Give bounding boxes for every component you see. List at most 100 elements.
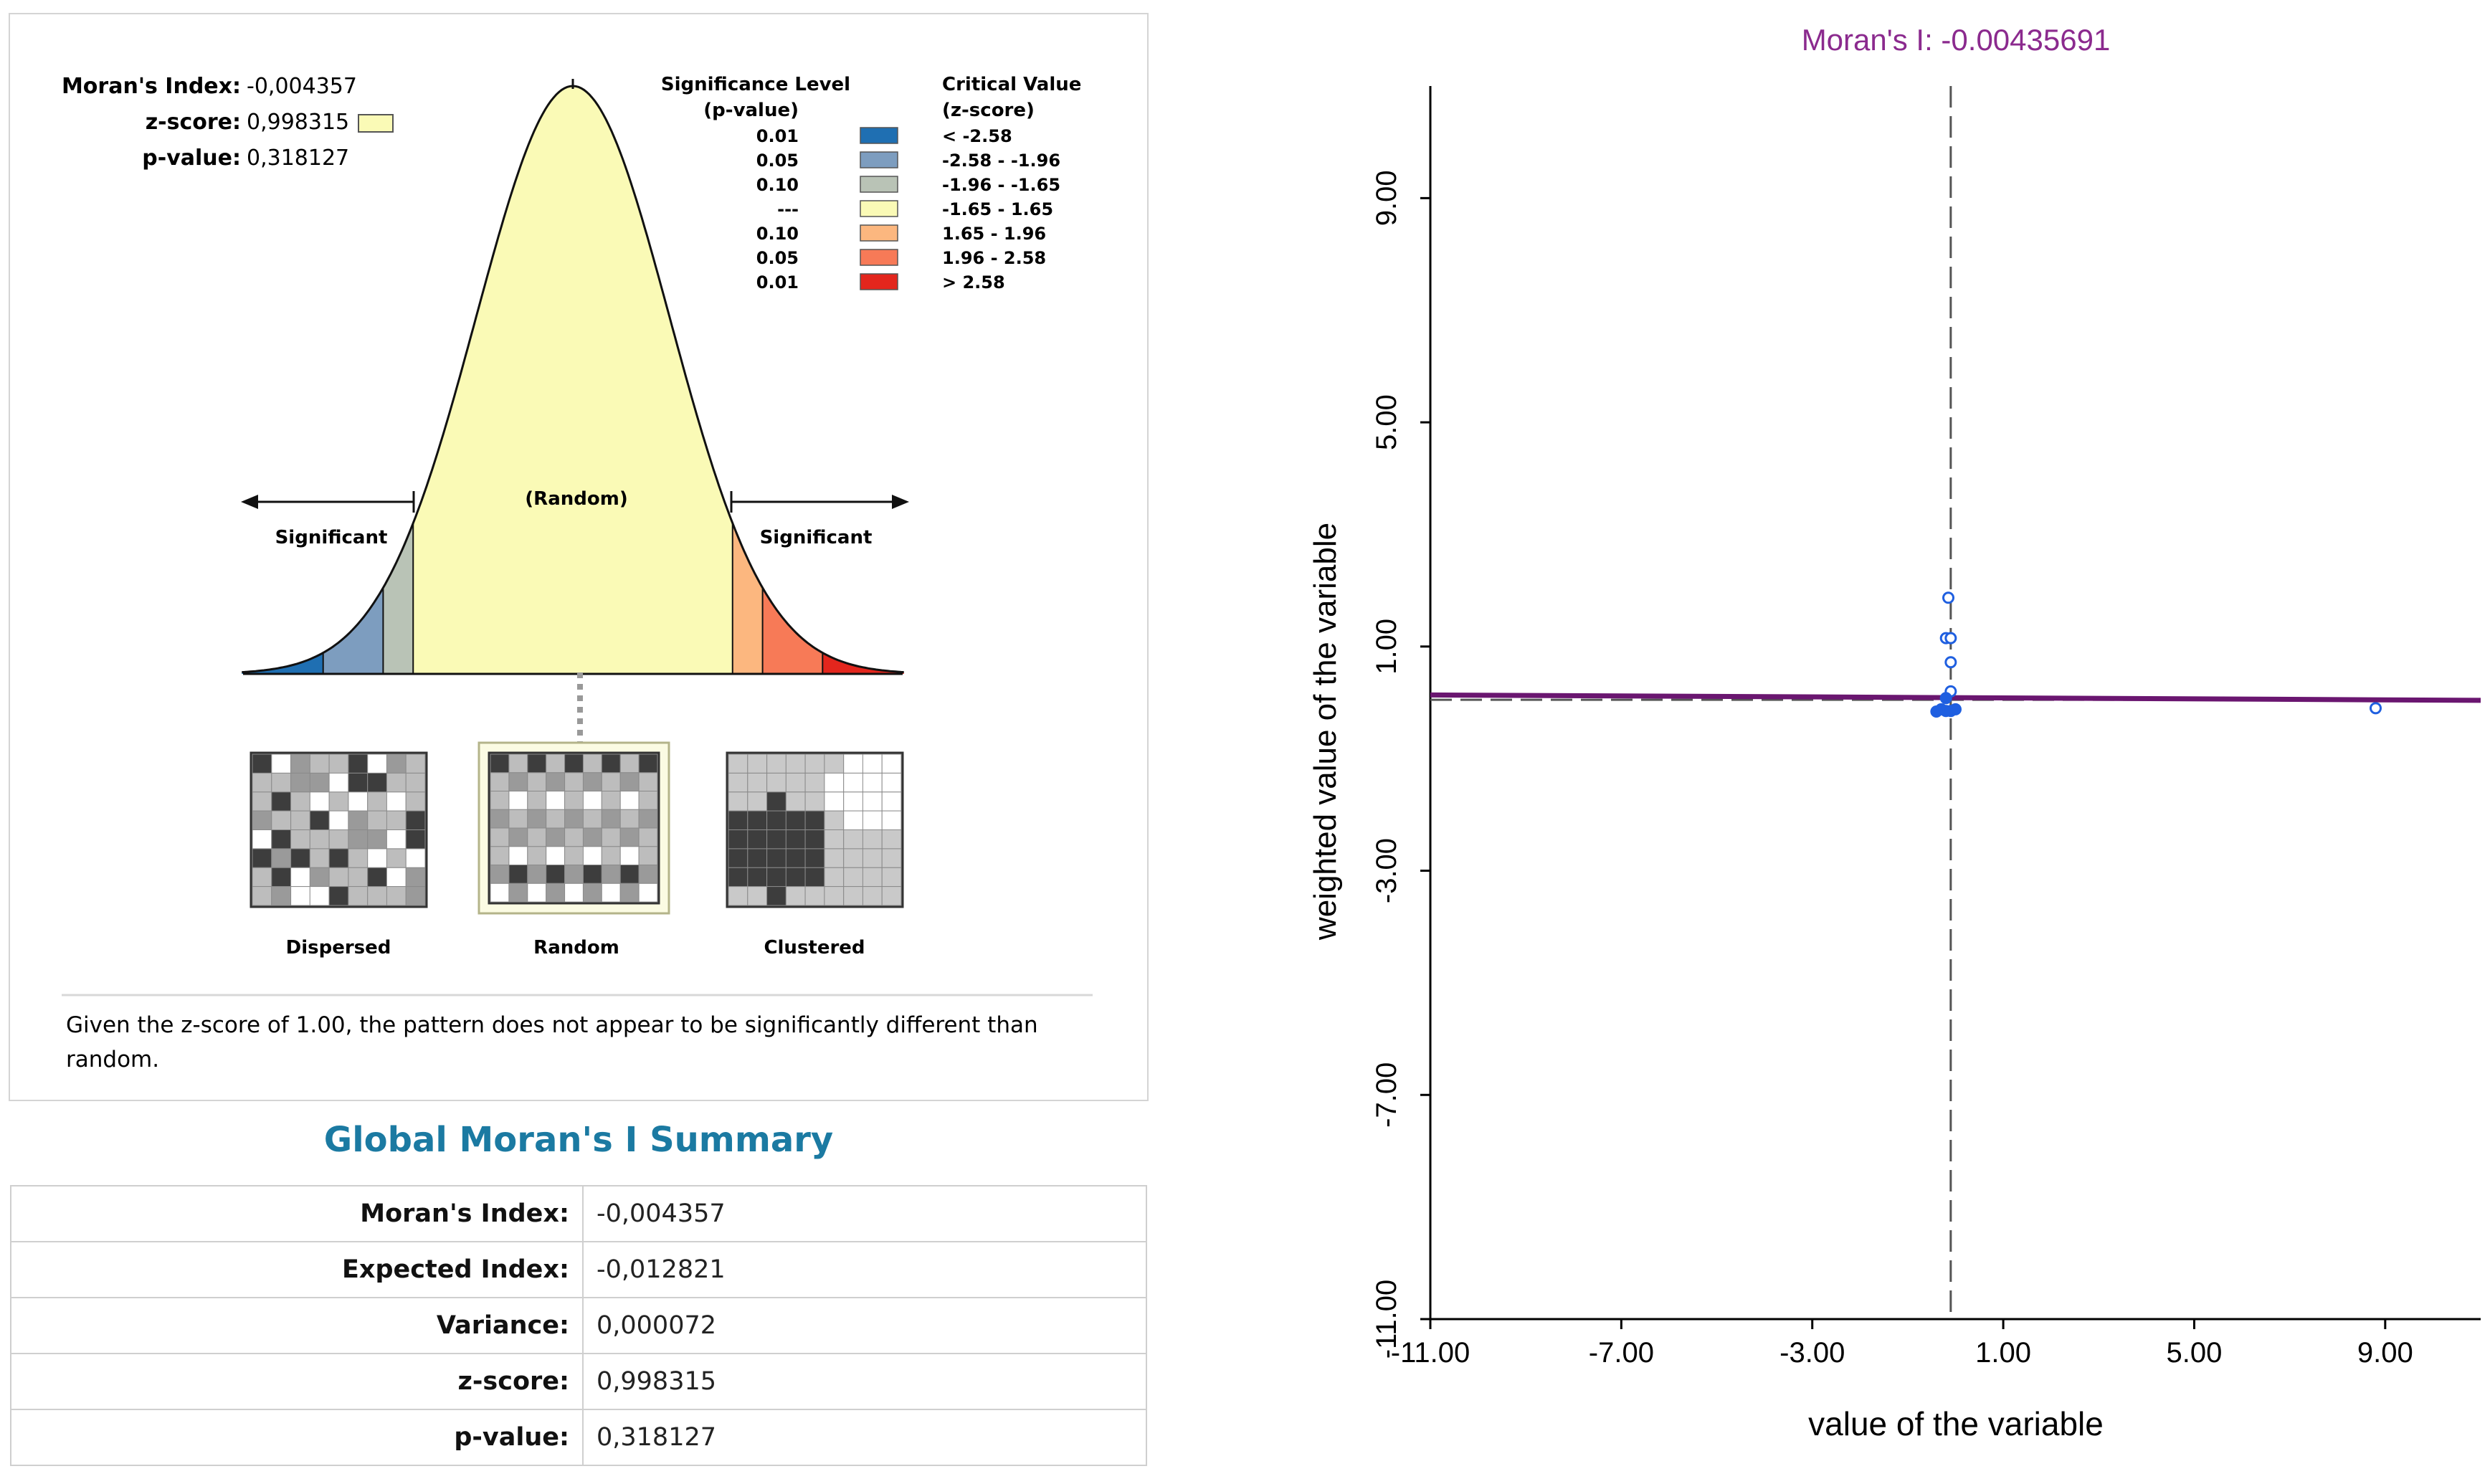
summary-value: 0,000072	[582, 1297, 1147, 1354]
map-cell	[785, 867, 806, 888]
map-cell	[348, 867, 369, 888]
map-cell	[619, 883, 640, 903]
scatter-point	[1939, 692, 1952, 705]
map-cell	[527, 883, 547, 903]
scatter-point	[1944, 656, 1957, 669]
map-cell	[843, 829, 863, 850]
scatter-point	[1942, 591, 1955, 604]
map-cell	[564, 809, 584, 829]
map-cell	[766, 886, 787, 906]
map-cell	[564, 753, 584, 774]
curve-band-high-10	[732, 523, 763, 674]
map-cell	[252, 886, 272, 906]
map-cell	[564, 865, 584, 884]
legend-pvalue: 0.05	[756, 151, 799, 171]
x-tick-label: 5.00	[2167, 1337, 2223, 1369]
map-cell	[367, 772, 388, 793]
moran-report-panel: Moran's Index: -0,004357 z-score: 0,9983…	[9, 13, 1149, 1101]
stats-block: Moran's Index: -0,004357 z-score: 0,9983…	[62, 74, 394, 171]
map-cell	[747, 753, 768, 774]
scatter-point	[1944, 632, 1957, 645]
map-cell	[747, 810, 768, 830]
legend-pvalue-subheader: (p-value)	[703, 100, 799, 121]
map-cell	[252, 753, 272, 774]
map-cell	[290, 772, 310, 793]
map-cell	[601, 865, 621, 884]
legend-pvalue: 0.10	[756, 224, 799, 244]
map-cell	[766, 772, 787, 793]
map-cell	[766, 791, 787, 812]
legend-pvalue-header: Significance Level	[661, 74, 850, 95]
map-cell	[881, 810, 902, 830]
map-cell	[367, 791, 388, 812]
map-cell	[309, 791, 330, 812]
curve-band-high-05	[762, 587, 823, 674]
map-cell	[328, 848, 349, 868]
map-cell	[527, 809, 547, 829]
map-cell	[728, 791, 749, 812]
map-cell	[508, 809, 528, 829]
map-cell	[728, 848, 749, 868]
map-dispersed-cells	[252, 753, 426, 906]
stat-value-morans-index: -0,004357	[247, 74, 357, 99]
map-cell	[405, 772, 426, 793]
map-cell	[582, 791, 602, 810]
stat-label-z-score: z-score:	[146, 110, 241, 135]
map-cell	[824, 829, 845, 850]
map-cell	[619, 791, 640, 810]
map-cell	[527, 753, 547, 774]
map-cell	[728, 772, 749, 793]
map-cell	[582, 846, 602, 866]
map-cell	[804, 886, 825, 906]
map-cell	[862, 886, 883, 906]
map-cell	[601, 846, 621, 866]
map-cell	[843, 772, 863, 793]
legend-zscore: 1.96 - 2.58	[942, 248, 1046, 268]
stat-label-p-value: p-value:	[142, 146, 241, 171]
map-cell	[881, 753, 902, 774]
map-cell	[785, 848, 806, 868]
map-cell	[862, 791, 883, 812]
map-cell	[804, 810, 825, 830]
map-cell	[328, 886, 349, 906]
map-cell	[564, 827, 584, 847]
map-cell	[328, 829, 349, 850]
map-cell	[328, 791, 349, 812]
map-cell	[804, 829, 825, 850]
conclusion-line-2: random.	[66, 1047, 159, 1072]
moran-scatter-plot: Moran's I: -0.00435691 -11.00 -7.00 -3.00 1…	[1308, 23, 2481, 1442]
map-cell	[747, 772, 768, 793]
x-tick-label: -11.00	[1391, 1337, 1470, 1369]
map-cell	[405, 848, 426, 868]
map-cell	[881, 829, 902, 850]
map-cell	[564, 846, 584, 866]
map-cell	[490, 846, 510, 866]
map-cell	[804, 753, 825, 774]
summary-row: Moran's Index: -0,004357	[10, 1185, 1147, 1242]
map-cell	[582, 753, 602, 774]
map-cell	[252, 848, 272, 868]
map-random-label: Random	[533, 937, 619, 959]
map-cell	[804, 791, 825, 812]
map-cell	[546, 865, 566, 884]
significant-left-label: Significant	[275, 527, 388, 548]
map-cell	[582, 772, 602, 792]
map-cell	[490, 753, 510, 774]
map-cell	[785, 810, 806, 830]
map-cell	[271, 829, 292, 850]
map-cell	[546, 753, 566, 774]
scatter-point	[2370, 702, 2382, 715]
map-cell	[367, 848, 388, 868]
map-cell	[490, 865, 510, 884]
map-cell	[527, 772, 547, 792]
map-cell	[843, 791, 863, 812]
map-cell	[328, 867, 349, 888]
map-clustered-label: Clustered	[764, 937, 865, 959]
legend-pvalue: 0.10	[756, 175, 799, 195]
map-cell	[804, 848, 825, 868]
map-cell	[785, 791, 806, 812]
legend-pvalue: ---	[777, 199, 799, 219]
legend-zscore: -1.96 - -1.65	[942, 175, 1060, 195]
map-cell	[290, 886, 310, 906]
map-cell	[309, 848, 330, 868]
